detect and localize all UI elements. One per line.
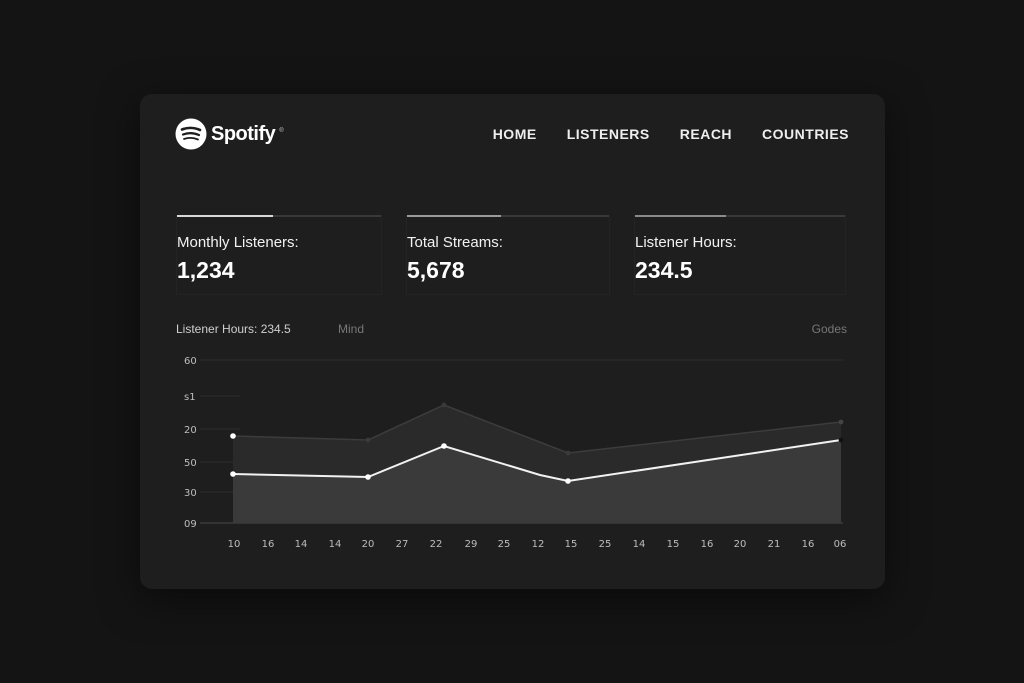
svg-text:22: 22 [430, 539, 443, 550]
svg-text:14: 14 [633, 539, 646, 550]
svg-text:15: 15 [565, 539, 578, 550]
spotify-logo-icon [175, 118, 207, 150]
progress-track [177, 215, 381, 217]
chart-filter-label[interactable]: Mind [338, 322, 365, 336]
svg-text:16: 16 [802, 539, 815, 550]
svg-text:09: 09 [184, 519, 197, 530]
svg-text:25: 25 [599, 539, 612, 550]
svg-text:60: 60 [184, 356, 197, 367]
svg-text:10: 10 [228, 539, 241, 550]
progress-fill [177, 215, 273, 217]
svg-text:30: 30 [184, 488, 197, 499]
svg-text:21: 21 [768, 539, 781, 550]
chart-title: Listener Hours: 234.5 [176, 322, 291, 336]
svg-text:14: 14 [295, 539, 308, 550]
nav-countries[interactable]: COUNTRIES [762, 126, 849, 142]
trademark: ® [279, 128, 284, 134]
stat-card-total-streams: Total Streams: 5,678 [406, 215, 610, 295]
data-point-markers [230, 402, 844, 484]
stat-card-listener-hours: Listener Hours: 234.5 [634, 215, 846, 295]
nav-home[interactable]: HOME [492, 126, 537, 142]
brand-name: Spotify [211, 122, 276, 145]
svg-text:15: 15 [667, 539, 680, 550]
chart-option-label[interactable]: Godes [811, 322, 847, 336]
svg-text:29: 29 [465, 539, 478, 550]
svg-text:50: 50 [184, 458, 197, 469]
stat-value: 1,234 [177, 257, 235, 283]
svg-text:20: 20 [184, 425, 197, 436]
svg-text:20: 20 [734, 539, 747, 550]
stat-label: Total Streams: [407, 234, 503, 251]
top-nav: HOME LISTENERS REACH COUNTRIES [493, 126, 849, 142]
listener-hours-chart: 60 s1 20 50 30 09 10 16 14 14 20 27 22 2… [184, 356, 847, 550]
progress-track [407, 215, 609, 217]
svg-text:06: 06 [834, 539, 847, 550]
stat-value: 234.5 [635, 257, 693, 283]
y-axis-ticks: 60 s1 20 50 30 09 [184, 356, 197, 530]
spotify-logo[interactable]: Spotify ® [175, 118, 284, 150]
x-axis-ticks: 10 16 14 14 20 27 22 29 25 12 15 25 14 1… [228, 539, 847, 550]
svg-text:27: 27 [396, 539, 409, 550]
lower-area [233, 440, 841, 523]
svg-text:20: 20 [362, 539, 375, 550]
nav-listeners[interactable]: LISTENERS [566, 126, 650, 142]
progress-fill [635, 215, 726, 217]
stats-row: Monthly Listeners: 1,234 Total Streams: … [176, 215, 846, 295]
stat-card-monthly-listeners: Monthly Listeners: 1,234 [176, 215, 382, 295]
chart-header: Listener Hours: 234.5 Mind Godes [176, 322, 847, 338]
stat-value: 5,678 [407, 257, 465, 283]
svg-text:16: 16 [701, 539, 714, 550]
progress-fill [407, 215, 501, 217]
stat-label: Monthly Listeners: [177, 234, 299, 251]
svg-text:s1: s1 [184, 392, 196, 403]
nav-reach[interactable]: REACH [679, 126, 733, 142]
svg-text:14: 14 [329, 539, 342, 550]
stat-label: Listener Hours: [635, 234, 737, 251]
svg-text:16: 16 [262, 539, 275, 550]
svg-text:25: 25 [498, 539, 511, 550]
dashboard-card: Spotify ® HOME LISTENERS REACH COUNTRIES… [140, 94, 885, 589]
progress-track [635, 215, 845, 217]
svg-text:12: 12 [532, 539, 545, 550]
lower-line [232, 439, 842, 483]
